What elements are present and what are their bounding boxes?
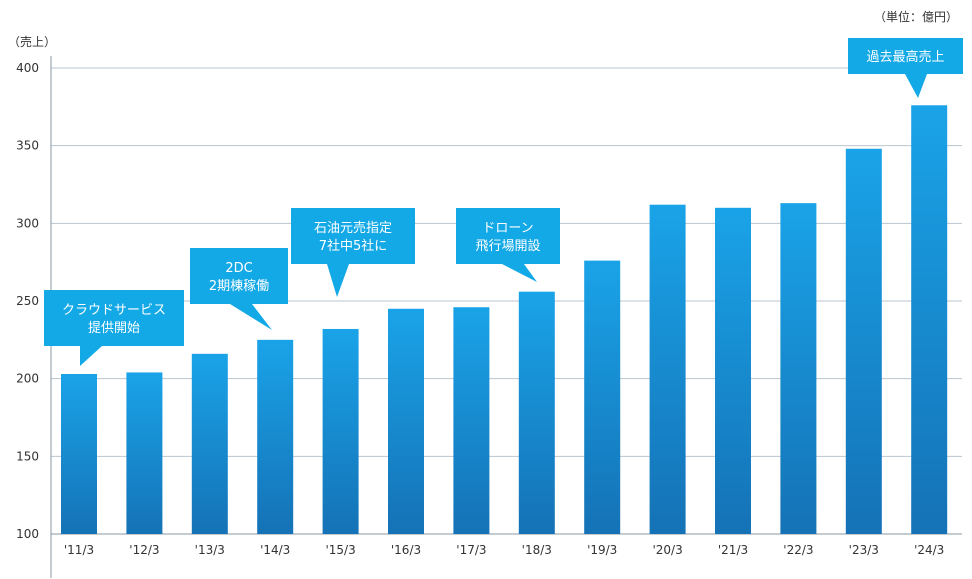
bars [61,105,948,535]
x-tick-label: '19/3 [587,543,617,557]
annotation-callout: 石油元売指定 7社中5社に [291,208,415,297]
callout-text: 石油元売指定 [314,220,392,236]
callout-text: 提供開始 [88,320,140,336]
bar [649,204,686,534]
y-tick-label: 400 [16,61,39,75]
callout-pointer [502,264,537,282]
x-tick-label: '15/3 [325,543,355,557]
callout-pointer [327,264,349,297]
callout-box [190,248,288,304]
x-tick-label: '14/3 [260,543,290,557]
bar [388,308,424,534]
x-tick-labels: '11/3 '12/3 '13/3 '14/3 '15/3 '16/3 '17/3 '18/3… [64,543,944,557]
callout-box [44,290,184,346]
x-tick-label: '24/3 [914,543,944,557]
bar [322,328,359,534]
x-tick-label: '21/3 [718,543,748,557]
callout-pointer [80,346,102,366]
gridlines [51,67,962,535]
callout-text: ドローン [482,221,533,236]
callout-text: 飛行場開設 [475,238,540,254]
bar [518,291,555,534]
axes [50,56,962,578]
y-tick-label: 350 [16,139,39,153]
bar [126,372,163,534]
x-tick-label: '22/3 [783,543,813,557]
callout-text: 2DC [225,261,252,276]
callout-pointer [230,304,272,330]
y-axis-caption: （売上） [8,35,57,49]
y-tick-label: 150 [16,449,39,463]
callout-text: 過去最高売上 [866,49,944,65]
callout-pointer [905,74,927,98]
x-tick-label: '17/3 [456,543,486,557]
annotation-callout: 2DC 2期棟稼働 [190,248,288,330]
bar [584,260,621,534]
bar [191,353,228,534]
unit-label: （単位：億円） [873,10,958,24]
callout-box [456,208,560,264]
bar [61,374,97,534]
x-tick-label: '20/3 [652,543,682,557]
bar [911,105,948,534]
bar [257,339,294,534]
y-tick-label: 200 [16,372,39,386]
bar [780,203,817,534]
y-tick-label: 250 [16,294,39,308]
callout-box [848,38,963,74]
bar [453,307,490,534]
x-tick-label: '18/3 [522,543,552,557]
callout-text: 2期棟稼働 [209,279,269,294]
y-tick-label: 100 [16,527,39,541]
annotation-callout: 過去最高売上 [848,38,963,98]
y-tick-label: 300 [16,216,39,230]
x-tick-label: '11/3 [64,543,94,557]
callout-box [291,208,415,264]
x-tick-label: '23/3 [849,543,879,557]
callout-text: クラウドサービス [62,303,166,318]
x-tick-label: '16/3 [391,543,421,557]
x-tick-label: '13/3 [195,543,225,557]
x-tick-label: '12/3 [129,543,159,557]
y-tick-labels: 100 150 200 250 300 350 400 [16,61,39,541]
bar [715,207,751,535]
callout-text: 7社中5社に [319,238,388,254]
bar [845,148,882,535]
